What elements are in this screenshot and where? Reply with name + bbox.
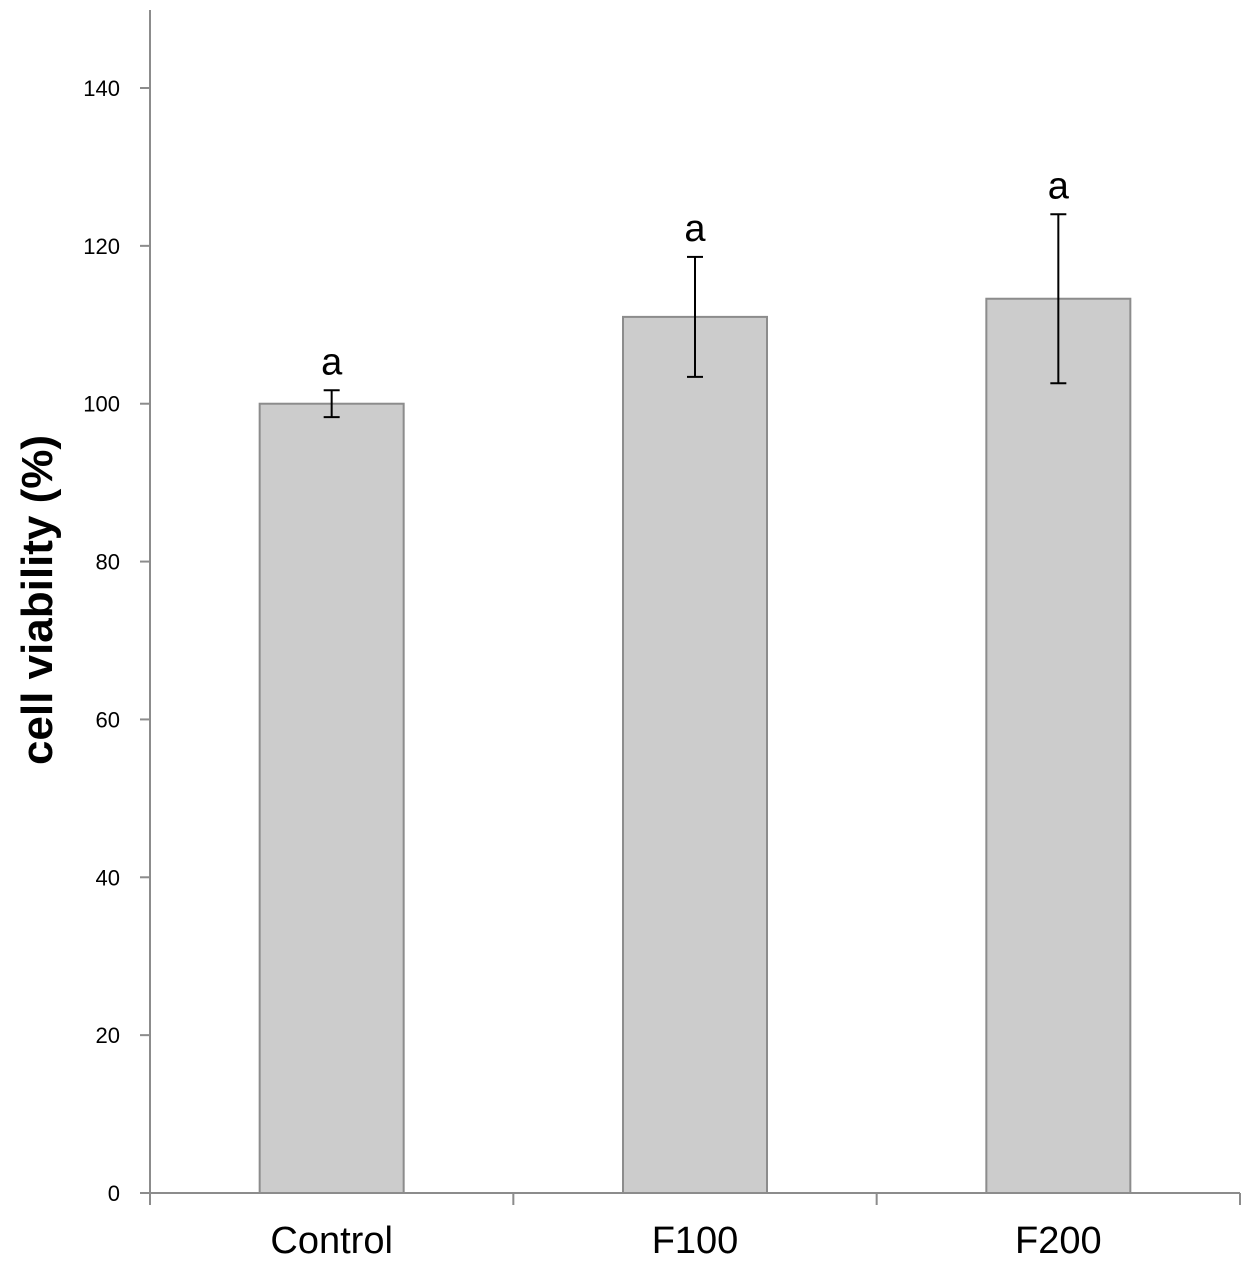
- y-tick-label: 100: [83, 392, 120, 417]
- y-axis-title: cell viability (%): [13, 435, 62, 765]
- x-category-label: F100: [652, 1220, 739, 1261]
- y-tick-label: 140: [83, 76, 120, 101]
- significance-label: a: [321, 341, 343, 383]
- y-tick-label: 120: [83, 234, 120, 259]
- labels: a Control a F100 a F200: [270, 165, 1101, 1261]
- y-tick-label: 80: [96, 550, 120, 575]
- y-tick-label: 20: [96, 1023, 120, 1048]
- significance-label: a: [684, 208, 706, 250]
- bars: [258, 297, 1132, 1195]
- y-tick-label: 40: [96, 865, 120, 890]
- bar-control: [258, 402, 405, 1194]
- y-tick-label: 60: [96, 707, 120, 732]
- bar-f200: [985, 297, 1132, 1195]
- significance-label: a: [1048, 165, 1070, 207]
- bar-f100: [622, 315, 768, 1194]
- x-category-label: Control: [270, 1220, 393, 1261]
- error-bars: [323, 213, 1067, 419]
- y-tick-label: 0: [108, 1181, 120, 1206]
- x-category-label: F200: [1015, 1220, 1102, 1261]
